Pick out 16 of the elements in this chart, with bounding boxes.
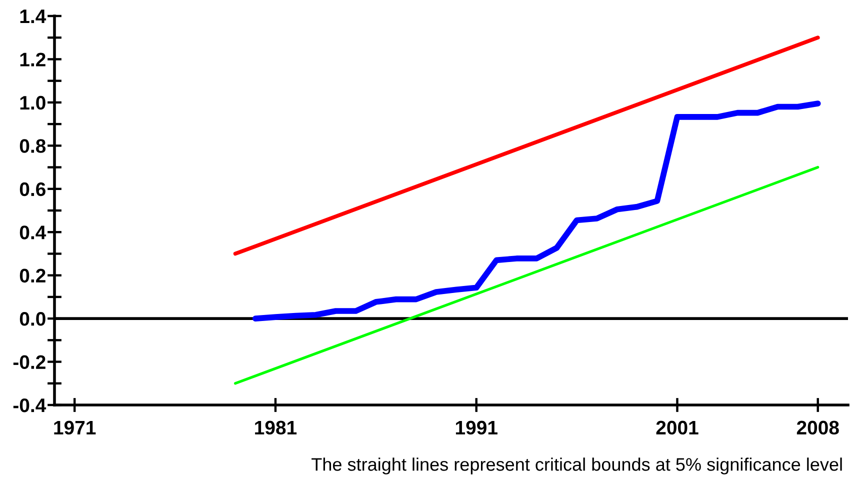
x-tick-label: 2008	[796, 420, 839, 435]
y-tick-label: 0.2	[20, 268, 46, 283]
x-tick-label: 1991	[456, 420, 498, 435]
y-tick-label: -0.2	[13, 355, 46, 370]
y-tick-label: 0.4	[20, 226, 46, 240]
x-tick-label: 2001	[656, 420, 698, 435]
y-tick-label: 0.0	[20, 312, 46, 326]
y-tick-label: 0.8	[20, 139, 46, 153]
y-tick-label: 1.2	[20, 52, 46, 66]
y-tick-label: 0.6	[20, 182, 46, 196]
y-tick-label: 1.0	[20, 96, 46, 110]
x-tick-label: 1981	[255, 420, 297, 435]
x-tick-label: 1971	[54, 420, 96, 435]
text: The straight lines represent critical bounds at 5% significance level	[312, 458, 842, 474]
y-tick-label: 1.4	[20, 10, 46, 24]
y-tick-label: -0.4	[13, 398, 46, 412]
